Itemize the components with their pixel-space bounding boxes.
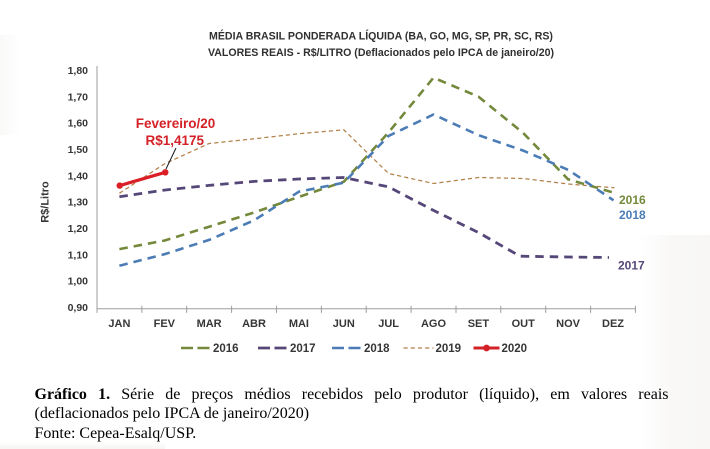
svg-text:1,30: 1,30 [68,197,89,209]
svg-text:AGO: AGO [421,318,447,330]
svg-text:1,60: 1,60 [68,118,89,130]
svg-text:OUT: OUT [512,318,536,330]
svg-text:2017: 2017 [618,259,645,273]
svg-text:2020: 2020 [502,343,528,355]
svg-text:Fevereiro/20: Fevereiro/20 [136,116,216,131]
svg-text:0,90: 0,90 [68,302,89,314]
svg-text:DEZ: DEZ [602,318,624,330]
svg-text:1,40: 1,40 [68,170,89,182]
svg-text:1,70: 1,70 [68,91,89,103]
svg-text:2018: 2018 [619,208,646,222]
svg-text:MAI: MAI [289,318,309,330]
svg-text:MAR: MAR [197,318,222,330]
svg-text:R$/Litro: R$/Litro [40,181,52,223]
svg-text:1,00: 1,00 [68,276,89,288]
svg-text:FEV: FEV [154,318,176,330]
svg-text:1,50: 1,50 [68,144,89,156]
svg-text:VALORES REAIS - R$/LITRO (Defl: VALORES REAIS - R$/LITRO (Deflacionados … [208,47,554,59]
svg-text:NOV: NOV [556,318,581,330]
svg-text:2016: 2016 [619,193,646,207]
svg-text:1,80: 1,80 [68,65,89,77]
svg-text:2018: 2018 [364,343,390,355]
svg-text:R$1,4175: R$1,4175 [146,133,205,148]
svg-text:ABR: ABR [242,318,266,330]
svg-text:1,20: 1,20 [68,223,89,235]
svg-text:2017: 2017 [290,343,316,355]
svg-text:JUL: JUL [378,318,399,330]
svg-text:SET: SET [468,318,490,330]
svg-text:1,10: 1,10 [68,249,89,261]
svg-text:2016: 2016 [213,343,239,355]
svg-text:2019: 2019 [436,343,462,355]
svg-text:MÉDIA BRASIL PONDERADA LÍQUIDA: MÉDIA BRASIL PONDERADA LÍQUIDA (BA, GO, … [209,30,553,43]
svg-text:JUN: JUN [333,318,355,330]
svg-text:JAN: JAN [108,318,130,330]
